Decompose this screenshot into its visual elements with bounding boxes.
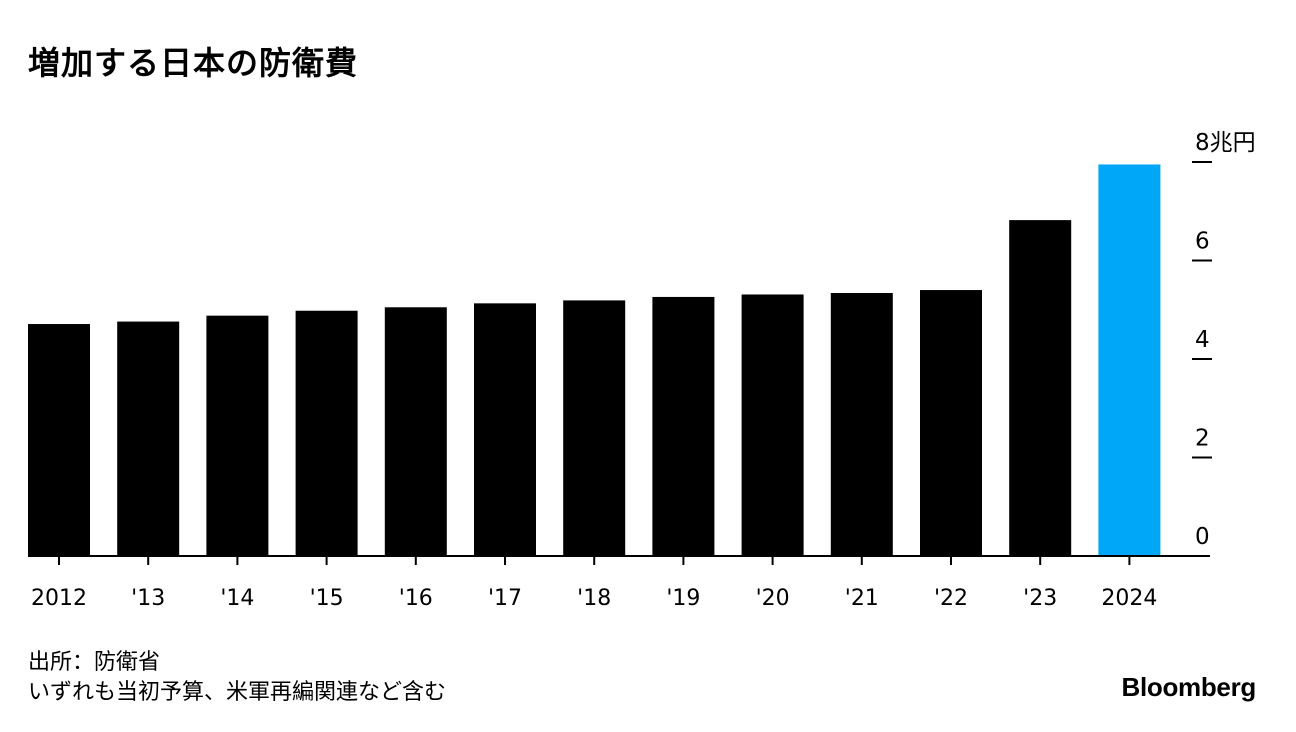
x-tick-label: '13 [131, 586, 165, 611]
footer-notes: 出所：防衛省 いずれも当初予算、米軍再編関連など含む [28, 648, 446, 708]
bar-'22 [920, 290, 982, 556]
y-tick-label: 6 [1195, 229, 1210, 255]
bar-'13 [117, 321, 180, 556]
x-tick-label: '22 [934, 586, 968, 611]
bar-2024 [1098, 164, 1161, 556]
x-tick-label: '18 [577, 586, 611, 611]
bar-'16 [384, 307, 447, 556]
bar-'20 [741, 294, 804, 556]
x-tick-label: '20 [756, 586, 790, 611]
x-tick-label: '16 [399, 586, 433, 611]
y-tick-label: 0 [1195, 524, 1210, 550]
x-tick-label: '23 [1023, 586, 1057, 611]
bar-'21 [830, 293, 893, 556]
x-tick-label: '15 [310, 586, 344, 611]
chart-title: 増加する日本の防衛費 [28, 44, 359, 82]
bar-'23 [1009, 220, 1072, 557]
bloomberg-logo: Bloomberg [1121, 672, 1256, 702]
x-axis-labels: 2012 '13 '14 '15 '16 '17 '18 '19 '20 '21 '22 '23 202… [31, 556, 1157, 611]
y-tick-label: 4 [1195, 327, 1210, 353]
bar-'18 [563, 300, 626, 556]
bar-'17 [474, 303, 536, 556]
x-tick-label: 2012 [31, 586, 87, 611]
footnote: いずれも当初予算、米軍再編関連など含む [28, 680, 447, 705]
bar-'19 [652, 296, 715, 556]
x-tick-label: '19 [666, 586, 700, 611]
bar-'15 [295, 310, 358, 556]
x-tick-label: '17 [488, 586, 522, 611]
x-tick-label: '14 [220, 586, 254, 611]
source-note: 出所：防衛省 [28, 650, 161, 675]
x-tick-label: '21 [845, 586, 879, 611]
y-tick-label: 2 [1195, 426, 1210, 452]
y-tick-label: 8兆円 [1195, 130, 1256, 156]
x-tick-label: 2024 [1101, 586, 1157, 611]
bar-'14 [206, 315, 269, 556]
bars-group [28, 164, 1161, 557]
y-axis: 0 2 4 6 8兆円 [28, 130, 1256, 557]
bar-2012 [28, 324, 90, 556]
bar-chart: 2012'13'14'15'16'17'18'19'20'21'22'23 202… [28, 130, 1256, 611]
